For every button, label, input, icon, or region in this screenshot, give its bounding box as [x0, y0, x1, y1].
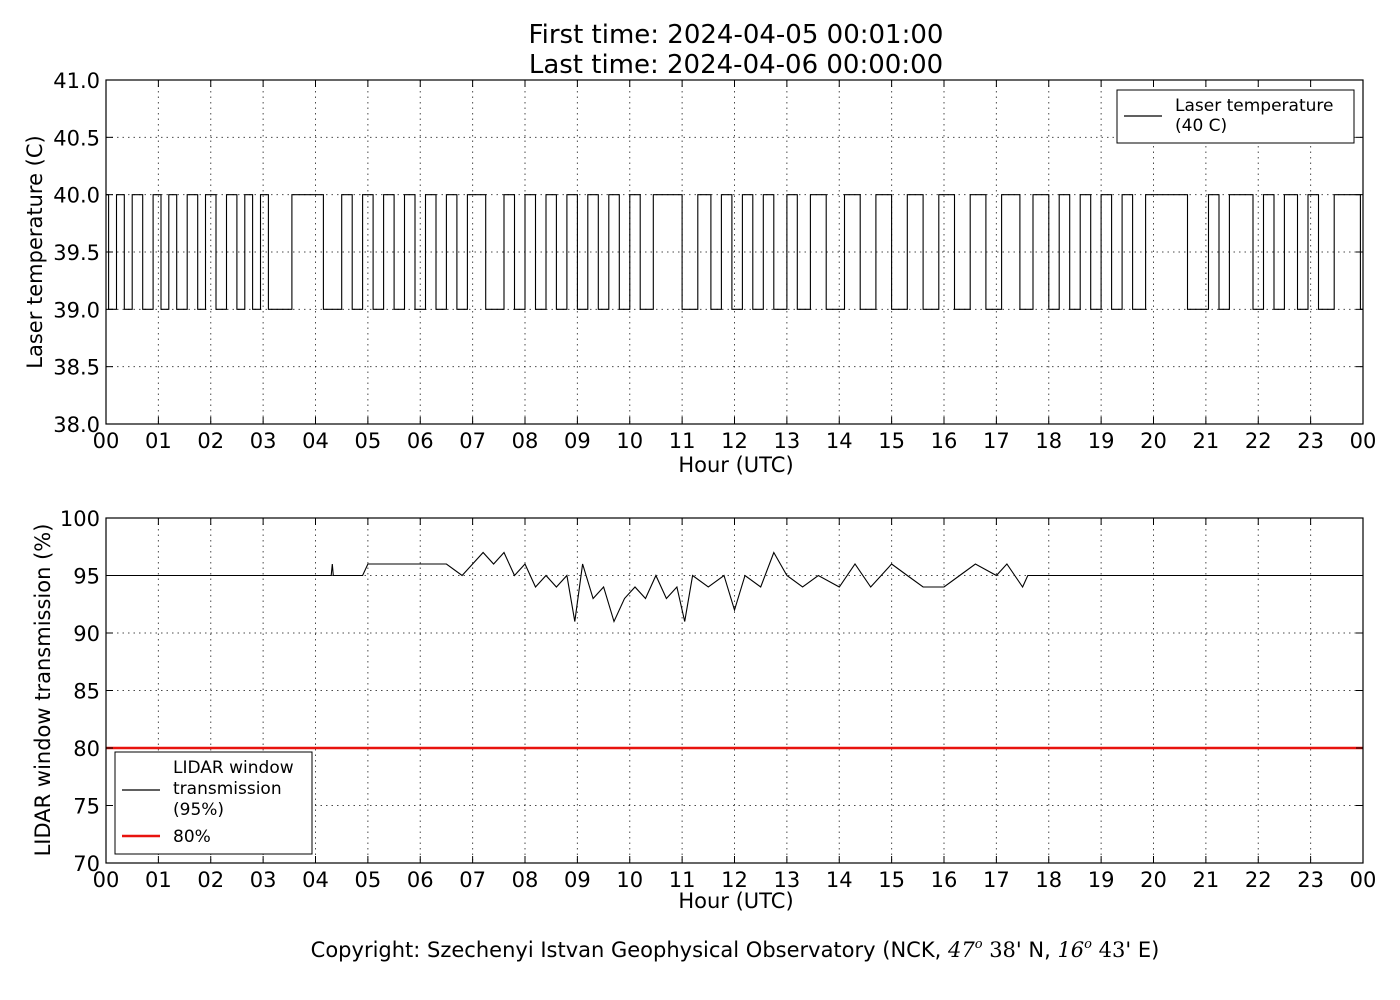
- longitude-suffix: ' E): [1125, 938, 1159, 962]
- laser-temperature-x-tick-label: 20: [1140, 429, 1167, 453]
- legend-label-line: (40 C): [1175, 116, 1227, 136]
- laser-temperature-y-tick-label: 41.0: [53, 69, 100, 93]
- laser-temperature-x-tick-label: 13: [774, 429, 801, 453]
- laser-temperature-x-tick-label: 00: [1350, 429, 1377, 453]
- laser-temperature-x-tick-label: 03: [250, 429, 277, 453]
- laser-temperature-y-tick-label: 39.0: [53, 298, 100, 322]
- lidar-transmission-x-tick-label: 00: [93, 868, 120, 892]
- laser-temperature-x-tick-label: 09: [564, 429, 591, 453]
- lidar-transmission-x-tick-label: 11: [669, 868, 696, 892]
- laser-temperature-x-tick-label: 15: [878, 429, 905, 453]
- laser-temperature-x-tick-label: 17: [983, 429, 1010, 453]
- lidar-transmission-x-tick-label: 15: [878, 868, 905, 892]
- laser-temperature-x-tick-label: 12: [721, 429, 748, 453]
- latitude-suffix: ' N,: [1016, 938, 1058, 962]
- laser-temperature-y-tick-label: 40.0: [53, 184, 100, 208]
- lidar-transmission-y-tick-label: 85: [73, 680, 100, 704]
- legend-label-line: LIDAR window: [173, 758, 294, 778]
- lidar-transmission-x-tick-label: 16: [931, 868, 958, 892]
- laser-temperature-x-tick-label: 07: [459, 429, 486, 453]
- laser-temperature-y-tick-label: 39.5: [53, 241, 100, 265]
- laser-temperature-x-tick-label: 16: [931, 429, 958, 453]
- laser-temperature-y-tick-label: 38.0: [53, 413, 100, 437]
- lidar-transmission-panel: 00 01 02 03 04 05 06 07 08 09 10 11 12 13 14 15 16 17 18 19…: [31, 507, 1376, 913]
- lidar-transmission-x-tick-label: 00: [1350, 868, 1377, 892]
- lidar-transmission-x-tick-label: 01: [145, 868, 172, 892]
- copyright-footer: Copyright: Szechenyi Istvan Geophysical …: [311, 937, 1160, 962]
- lidar-transmission-legend: LIDAR window transmission (95%) 80%: [114, 751, 313, 855]
- lidar-transmission-x-tick-label: 07: [459, 868, 486, 892]
- copyright-text: Copyright: Szechenyi Istvan Geophysical …: [311, 938, 948, 962]
- lidar-transmission-y-tick-label: 95: [73, 565, 100, 589]
- lidar-transmission-x-tick-label: 02: [197, 868, 224, 892]
- lidar-transmission-x-tick-label: 08: [512, 868, 539, 892]
- lidar-transmission-x-tick-label: 17: [983, 868, 1010, 892]
- lidar-transmission-x-tick-label: 20: [1140, 868, 1167, 892]
- longitude-degree-sign: o: [1084, 937, 1092, 952]
- chart-title-last-time: Last time: 2024-04-06 00:00:00: [529, 50, 943, 80]
- lidar-transmission-x-tick-label: 10: [616, 868, 643, 892]
- laser-temperature-x-tick-label: 05: [355, 429, 382, 453]
- legend-label-line: Laser temperature: [1175, 96, 1333, 116]
- lidar-transmission-x-tick-label: 21: [1193, 868, 1220, 892]
- lidar-transmission-y-tick-label: 90: [73, 622, 100, 646]
- laser-temperature-x-tick-label: 06: [407, 429, 434, 453]
- laser-temperature-panel: 00 01 02 03 04 05 06 07 08 09 10 11 12 13 14 15 16 17 18 19…: [23, 69, 1376, 477]
- laser-temperature-x-tick-label: 22: [1245, 429, 1272, 453]
- lidar-transmission-x-tick-label: 23: [1297, 868, 1324, 892]
- legend-label-line: (95%): [173, 800, 224, 820]
- lidar-transmission-y-tick-label: 70: [73, 852, 100, 876]
- lidar-transmission-y-axis-label: LIDAR window transmission (%): [31, 524, 55, 857]
- lidar-transmission-y-tick-label: 80: [73, 737, 100, 761]
- lidar-transmission-ticks: 00 01 02 03 04 05 06 07 08 09 10 11 12 13 14 15 16 17 18 19…: [60, 507, 1376, 892]
- laser-temperature-y-tick-label: 40.5: [53, 126, 100, 150]
- laser-temperature-legend: Laser temperature (40 C): [1116, 89, 1355, 144]
- laser-temperature-x-tick-label: 04: [302, 429, 329, 453]
- laser-temperature-x-tick-label: 02: [197, 429, 224, 453]
- lidar-transmission-x-tick-label: 05: [355, 868, 382, 892]
- latitude-degrees: 47: [947, 938, 975, 962]
- laser-temperature-x-tick-label: 11: [669, 429, 696, 453]
- chart-title-first-time: First time: 2024-04-05 00:01:00: [529, 20, 944, 50]
- longitude-minutes: 43: [1092, 938, 1125, 962]
- laser-temperature-x-tick-label: 23: [1297, 429, 1324, 453]
- latitude-degree-sign: o: [975, 937, 983, 952]
- legend-label-line: transmission: [173, 779, 282, 799]
- laser-temperature-x-tick-label: 10: [616, 429, 643, 453]
- lidar-transmission-x-tick-label: 22: [1245, 868, 1272, 892]
- laser-temperature-x-axis-label: Hour (UTC): [678, 453, 793, 477]
- lidar-transmission-line: [106, 551, 1363, 624]
- lidar-transmission-x-tick-label: 19: [1088, 868, 1115, 892]
- laser-temperature-x-tick-label: 01: [145, 429, 172, 453]
- laser-temperature-x-tick-label: 19: [1088, 429, 1115, 453]
- latitude-minutes: 38: [983, 938, 1016, 962]
- lidar-transmission-x-tick-label: 03: [250, 868, 277, 892]
- laser-temperature-x-tick-label: 00: [93, 429, 120, 453]
- laser-temperature-x-tick-label: 21: [1193, 429, 1220, 453]
- laser-temperature-ticks: 00 01 02 03 04 05 06 07 08 09 10 11 12 13 14 15 16 17 18 19…: [53, 69, 1376, 453]
- lidar-transmission-y-tick-label: 75: [73, 795, 100, 819]
- laser-temperature-line: [106, 194, 1363, 310]
- lidar-transmission-x-tick-label: 12: [721, 868, 748, 892]
- laser-temperature-x-tick-label: 14: [826, 429, 853, 453]
- laser-temperature-x-tick-label: 08: [512, 429, 539, 453]
- lidar-transmission-y-tick-label: 100: [60, 507, 100, 531]
- laser-temperature-y-axis-label: Laser temperature (C): [23, 135, 47, 368]
- laser-temperature-legend-label: Laser temperature (40 C): [1175, 96, 1333, 136]
- lidar-transmission-x-tick-label: 06: [407, 868, 434, 892]
- lidar-transmission-x-tick-label: 18: [1035, 868, 1062, 892]
- longitude-degrees: 16: [1057, 938, 1084, 962]
- laser-temperature-y-tick-label: 38.5: [53, 356, 100, 380]
- lidar-transmission-x-axis-label: Hour (UTC): [678, 889, 793, 913]
- lidar-transmission-x-tick-label: 13: [774, 868, 801, 892]
- lidar-transmission-x-tick-label: 14: [826, 868, 853, 892]
- lidar-transmission-x-tick-label: 04: [302, 868, 329, 892]
- lidar-transmission-x-tick-label: 09: [564, 868, 591, 892]
- laser-temperature-x-tick-label: 18: [1035, 429, 1062, 453]
- lidar-transmission-legend-label: LIDAR window transmission (95%): [173, 758, 294, 820]
- threshold-legend-label: 80%: [173, 827, 211, 847]
